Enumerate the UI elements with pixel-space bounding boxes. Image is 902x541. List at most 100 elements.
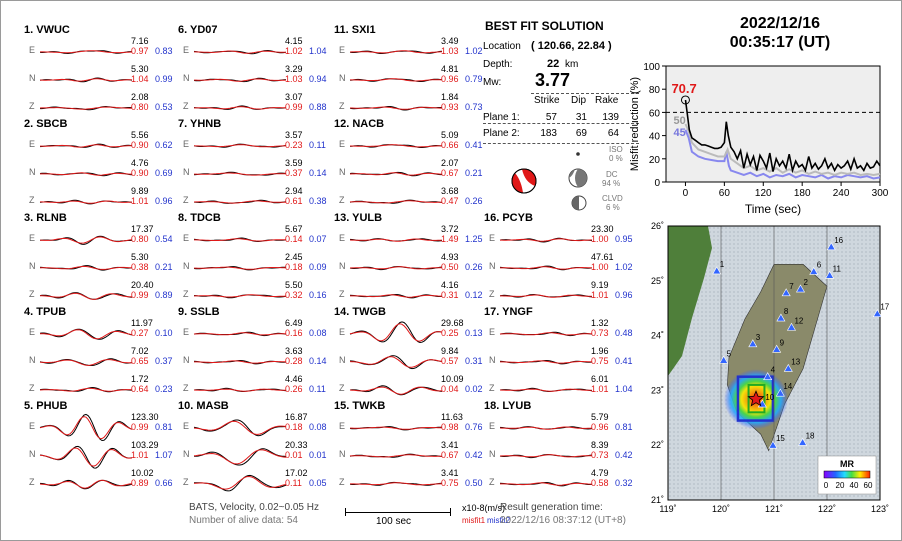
misfit2-value: 0.42 [615,450,633,460]
misfit1-value: 0.50 [441,262,459,272]
misfit1-value: 0.80 [131,234,149,244]
series-line [684,129,881,180]
x-tick-label: 180 [794,188,811,199]
location-label: Location [483,41,521,52]
china-coast [668,226,712,376]
misfit1-value: 0.80 [131,102,149,112]
misfit1-value: 0.37 [285,168,303,178]
legend-tick: 0 [824,481,829,490]
waveform-z [193,474,287,492]
component-label-n: N [29,449,36,459]
misfit1-value: 0.73 [591,450,609,460]
misfit1-value: 0.99 [285,102,303,112]
station-marker [872,309,882,317]
component-label-z: Z [489,383,495,393]
component-label-n: N [339,261,346,271]
y-tick-label: 20 [649,155,661,166]
synthetic-trace [349,386,443,395]
station-name: 17. YNGF [484,306,533,318]
x-tick-label: 120 [755,188,772,199]
misfit1-value: 1.01 [591,384,609,394]
component-label-z: Z [183,101,189,111]
misfit2-value: 1.07 [155,450,173,460]
misfit2-value: 0.08 [309,422,327,432]
synthetic-trace [350,454,443,458]
peak-amplitude: 5.30 [131,64,149,74]
waveform-n [499,453,593,459]
scale-bar [345,512,451,513]
component-label-n: N [339,167,346,177]
x-tick-label: 300 [872,188,889,199]
synthetic-trace [39,265,133,270]
misfit1-value: 0.18 [285,422,303,432]
mw-label: Mw: [483,77,502,88]
peak-amplitude: 2.45 [285,252,303,262]
component-label-z: Z [489,477,495,487]
station-panel-yhnb: 7. YHNB E 3.57 0.23 0.11 N 3.59 0.37 0.14 Z 2.94 0.… [178,118,328,217]
legend-title: MR [840,459,854,469]
peak-amplitude: 5.56 [131,130,149,140]
misfit2-value: 0.48 [615,328,633,338]
misfit2-value: 0.13 [465,328,483,338]
peak-amplitude: 9.89 [131,186,149,196]
component-label-n: N [183,261,190,271]
station-number: 15 [776,434,785,443]
waveform-e [349,50,443,54]
waveform-n [349,78,443,82]
synthetic-trace [499,454,593,458]
waveform-e [193,143,287,148]
misfit2-value: 0.02 [465,384,483,394]
station-panel-twgb: 14. TWGB E 29.68 0.25 0.13 N 9.84 0.57 0.31 Z 10.0… [334,306,484,405]
waveform-e [39,143,133,148]
synthetic-trace [193,449,287,465]
peak-amplitude: 8.39 [591,440,609,450]
component-label-e: E [489,327,496,337]
plane1-dip: 31 [575,112,587,123]
component-label-z: Z [339,195,345,205]
misfit2-value: 0.31 [465,356,483,366]
peak-amplitude: 3.57 [285,130,303,140]
waveform-e [193,49,287,55]
synthetic-trace [39,479,133,489]
depth-value: 22 [547,58,560,70]
synthetic-trace [194,50,287,54]
component-label-e: E [29,139,36,149]
latitude-tick: 21˚ [651,495,664,505]
misfit2-value: 0.81 [155,422,173,432]
peak-amplitude: 5.09 [441,130,459,140]
epicenter-star-icon [747,390,765,407]
waveform-z [349,385,443,396]
station-marker [775,388,785,397]
station-name: 3. RLNB [24,212,67,224]
x-tick-label: 0 [683,188,689,199]
latitude-tick: 25˚ [651,276,664,286]
station-marker [768,440,778,449]
synthetic-trace [350,106,442,110]
station-marker [786,322,797,331]
misfit1-value: 0.75 [441,478,459,488]
plane2-strike: 183 [540,128,557,139]
misfit1-value: 0.65 [131,356,149,366]
alive-data: Number of alive data: 54 [189,515,298,526]
component-label-z: Z [29,289,35,299]
peak-amplitude: 1.72 [131,374,149,384]
misfit2-value: 0.50 [465,478,483,488]
component-label-n: N [29,355,36,365]
component-label-n: N [183,167,190,177]
component-label-n: N [29,73,36,83]
misfit1-value: 1.01 [591,290,609,300]
peak-amplitude: 3.29 [285,64,303,74]
observed-trace [39,292,133,300]
misfit2-value: 0.54 [155,234,173,244]
misfit2-value: 0.05 [309,478,327,488]
waveform-z [39,292,133,300]
synthetic-trace [194,172,287,176]
peak-amplitude: 17.37 [131,224,154,234]
station-marker [781,288,791,297]
longitude-tick: 120˚ [712,504,730,514]
peak-amplitude: 2.07 [441,158,459,168]
misfit2-value: 0.09 [309,262,327,272]
component-label-e: E [29,327,36,337]
misfit2-value: 0.62 [155,140,173,150]
